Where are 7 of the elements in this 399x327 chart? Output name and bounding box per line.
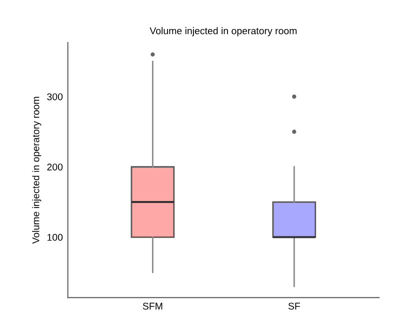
y-tick-label: 100 <box>47 234 63 241</box>
y-tick-label: 200 <box>47 164 63 170</box>
y-tick-label: 300 <box>47 93 63 100</box>
y-axis-title: Volume injected in operatory room <box>32 96 42 244</box>
x-tick-label: SFM <box>142 302 162 310</box>
chart-title: Volume injected in operatory room <box>150 27 297 36</box>
x-tick-label: SF <box>288 302 300 310</box>
